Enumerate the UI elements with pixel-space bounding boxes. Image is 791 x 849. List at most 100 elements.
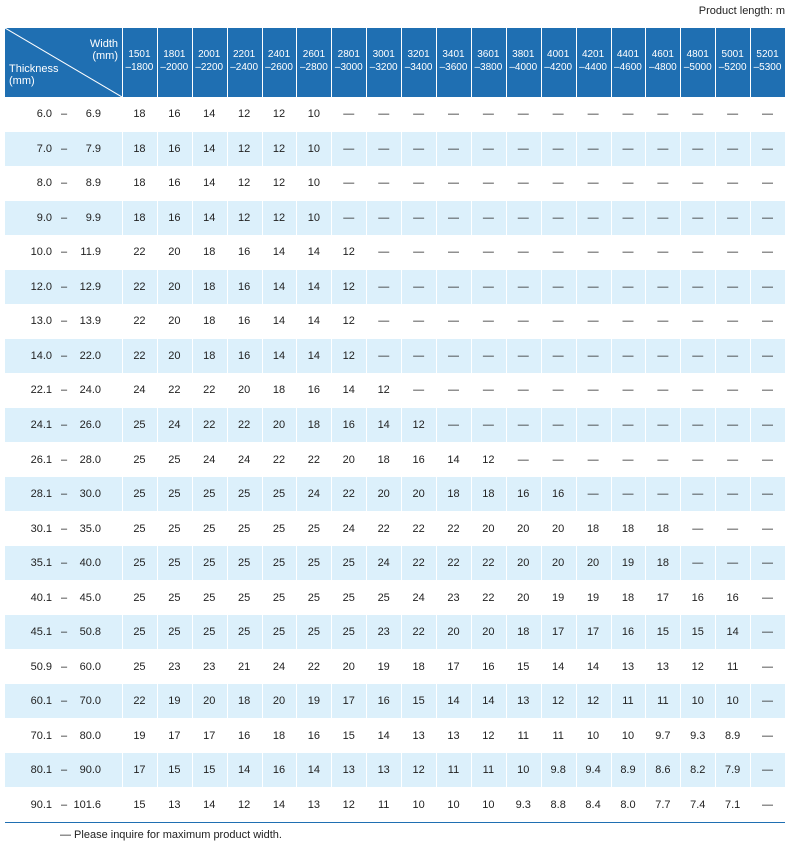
cell: — [692,315,704,328]
cell-separator [401,166,403,201]
cell: 16 [691,591,704,604]
cell: 14 [552,660,565,673]
cell: 25 [203,488,216,501]
cell-separator [226,614,228,650]
cell-separator [436,476,438,512]
cell: 20 [237,384,251,397]
cell: — [657,246,669,259]
row-band [5,752,785,788]
cell: — [622,142,634,155]
thickness-from: 8.0 [36,177,52,190]
cell: — [552,349,564,362]
cell-separator [505,200,507,236]
cell-separator [680,304,682,339]
cell-separator [261,97,263,132]
cell-separator [645,166,647,201]
thickness-from: 40.1 [30,591,52,604]
cell-separator [680,718,682,753]
cell-separator [261,166,263,201]
cell-separator [122,545,123,581]
column-separator [715,28,717,97]
cell: 12 [342,315,355,328]
cell-separator [575,511,577,546]
cell-separator [436,442,438,477]
column-separator [575,28,577,97]
row-band [5,131,785,167]
cell-separator [540,131,542,167]
column-to: –3600 [439,62,468,73]
cell: — [762,660,774,673]
cell-separator [366,511,368,546]
cell: 18 [133,108,146,121]
cell-separator [401,649,403,684]
cell-separator [645,407,647,443]
cell: 9.8 [550,764,566,777]
cell-separator [750,407,752,443]
thickness-sep: – [61,108,68,121]
cell: — [378,177,390,190]
cell-separator [296,511,298,546]
cell-separator [470,407,472,443]
cell: — [622,280,634,293]
cell-separator [296,787,298,822]
cell-separator [366,476,368,512]
cell: 22 [482,557,495,570]
thickness-from: 22.1 [30,384,52,397]
column-separator [122,28,123,97]
cell: 10 [412,798,425,811]
cell: 25 [203,522,216,535]
cell-separator [645,580,647,615]
thickness-sep: – [61,557,68,570]
cell: — [657,142,669,155]
cell: 20 [342,453,355,466]
cell: 25 [168,591,181,604]
cell: — [622,177,634,190]
cell-separator [261,131,263,167]
cell: 25 [272,557,286,570]
cell-separator [296,649,298,684]
cell: 20 [482,626,495,639]
cell-separator [366,97,368,132]
cell-separator [715,683,717,719]
cell-separator [610,97,612,132]
cell-separator [470,269,472,305]
cell: — [517,246,529,259]
cell-separator [540,614,542,650]
cell-separator [366,614,368,650]
cell-separator [122,649,123,684]
cell-separator [505,166,507,201]
cell-separator [191,166,193,201]
cell: 24 [412,591,425,604]
cell: — [762,315,774,328]
cell-separator [122,718,123,753]
cell-separator [156,235,158,270]
cell: 18 [203,280,216,293]
cell-separator [470,614,472,650]
cell: — [762,626,774,639]
cell: — [378,315,390,328]
cell-separator [505,338,507,374]
cell-separator [122,614,123,650]
cell-separator [401,373,403,408]
cell-separator [540,787,542,822]
cell-separator [156,614,158,650]
cell-separator [191,338,193,374]
cell-separator [505,614,507,650]
cell-separator [680,269,682,305]
cell: — [587,315,599,328]
column-separator [610,28,612,97]
cell: 20 [168,349,181,362]
cell-separator [191,787,193,822]
cell-separator [401,718,403,753]
cell-separator [505,97,507,132]
cell-separator [226,649,228,684]
cell-separator [715,442,717,477]
cell: 10 [307,177,321,190]
cell: — [622,384,634,397]
column-from: 4601 [651,49,674,60]
cell-separator [296,269,298,305]
cell-separator [122,407,123,443]
cell-separator [226,373,228,408]
cell: 15 [691,626,704,639]
cell: 20 [168,315,181,328]
